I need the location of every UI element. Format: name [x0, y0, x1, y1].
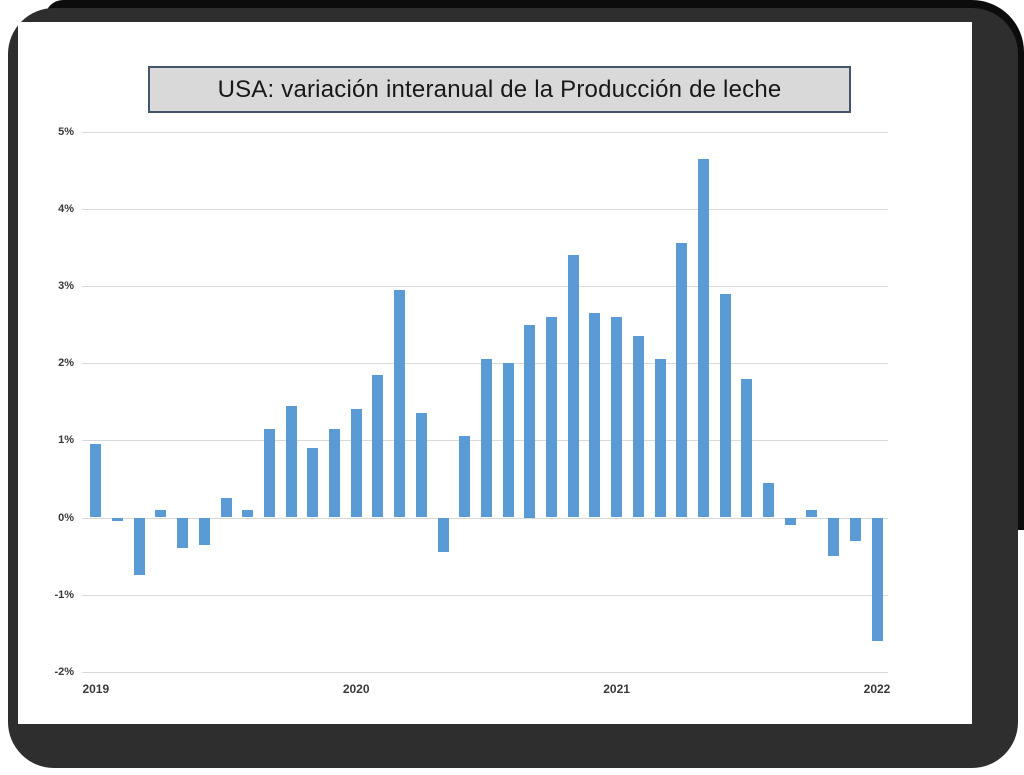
y-tick-label: 0%	[58, 511, 74, 524]
bar-2021-10	[806, 509, 818, 518]
bar-2021-06	[719, 293, 731, 518]
bar-2019-04	[155, 509, 167, 518]
bar-2019-12	[329, 428, 340, 518]
y-tick-label: 5%	[58, 125, 74, 138]
bar-2019-11	[307, 448, 319, 518]
bar-2020-08	[502, 363, 514, 518]
bar-2020-02	[372, 374, 384, 518]
bar-2019-05	[177, 517, 189, 549]
gridline-3%	[82, 285, 888, 287]
bar-2019-03	[133, 517, 145, 576]
x-tick-label-2020: 2020	[342, 682, 370, 696]
y-tick-label: 4%	[58, 202, 74, 215]
bar-2021-03	[654, 359, 666, 518]
bar-2019-07	[220, 498, 232, 518]
gridline-5%	[82, 131, 888, 133]
bar-2020-10	[546, 316, 557, 518]
bar-2019-09	[263, 428, 275, 518]
bar-2019-06	[198, 517, 210, 545]
gridline--1%	[82, 594, 888, 596]
y-tick-label: -1%	[54, 588, 74, 601]
bar-2021-02	[632, 336, 644, 518]
chart-title: USA: variación interanual de la Producci…	[217, 75, 782, 103]
bar-2020-05	[437, 517, 449, 553]
bar-2020-03	[394, 289, 406, 518]
bar-2020-06	[459, 436, 471, 518]
gridline--2%	[82, 671, 888, 673]
bar-2021-07	[741, 378, 753, 518]
bar-2021-11	[828, 517, 840, 557]
bar-2020-12	[589, 312, 601, 518]
bar-2019-02	[112, 517, 123, 522]
x-tick-label-2019: 2019	[82, 682, 110, 696]
slide-canvas: USA: variación interanual de la Producci…	[18, 22, 972, 724]
y-tick-label: 3%	[58, 279, 74, 292]
bar-2020-07	[480, 359, 492, 518]
bar-2020-01	[350, 409, 362, 518]
bar-2019-01	[90, 444, 102, 518]
bar-2019-08	[242, 509, 254, 518]
gridline-0%	[82, 517, 888, 519]
bar-2021-12	[849, 517, 861, 541]
plot-area: 5% 4% 3% 2% 1% 0% -1% -2% 2019 2020 2021 2022	[18, 22, 972, 724]
bar-2021-05	[697, 158, 709, 518]
gridline-4%	[82, 208, 888, 210]
bar-2019-10	[285, 405, 297, 518]
y-tick-label: 2%	[58, 357, 74, 370]
bar-2021-04	[676, 243, 688, 518]
bar-2020-09	[524, 324, 536, 518]
y-tick-label: 1%	[58, 434, 74, 447]
bar-2020-11	[567, 255, 579, 518]
chart-title-box: USA: variación interanual de la Producci…	[148, 66, 851, 113]
bar-2021-01	[611, 316, 623, 518]
x-tick-label-2021: 2021	[603, 682, 630, 696]
bar-2021-09	[784, 517, 796, 526]
bar-2020-04	[415, 413, 427, 518]
y-tick-label: -2%	[54, 665, 74, 678]
bar-2022-01	[871, 517, 883, 642]
bar-2021-08	[763, 482, 774, 518]
x-tick-label-2022: 2022	[863, 682, 891, 696]
